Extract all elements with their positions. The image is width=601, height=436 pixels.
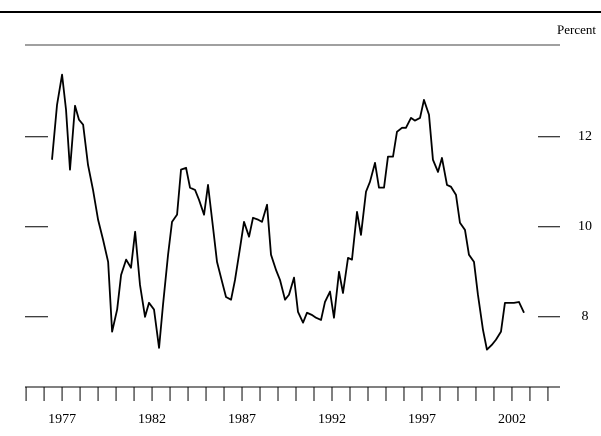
x-tick-label: 1987 [228, 412, 256, 427]
x-tick-label: 1977 [48, 412, 76, 427]
y-axis-label: Percent [557, 22, 596, 37]
x-tick-label: 2002 [498, 412, 526, 427]
line-series [51, 73, 525, 351]
x-tick-label: 1992 [318, 412, 346, 427]
x-tick-label: 1997 [408, 412, 436, 427]
x-tick-label: 1982 [138, 412, 166, 427]
y-tick-label: 10 [578, 219, 592, 234]
y-tick-label: 8 [582, 309, 589, 324]
y-tick-label: 12 [578, 129, 592, 144]
